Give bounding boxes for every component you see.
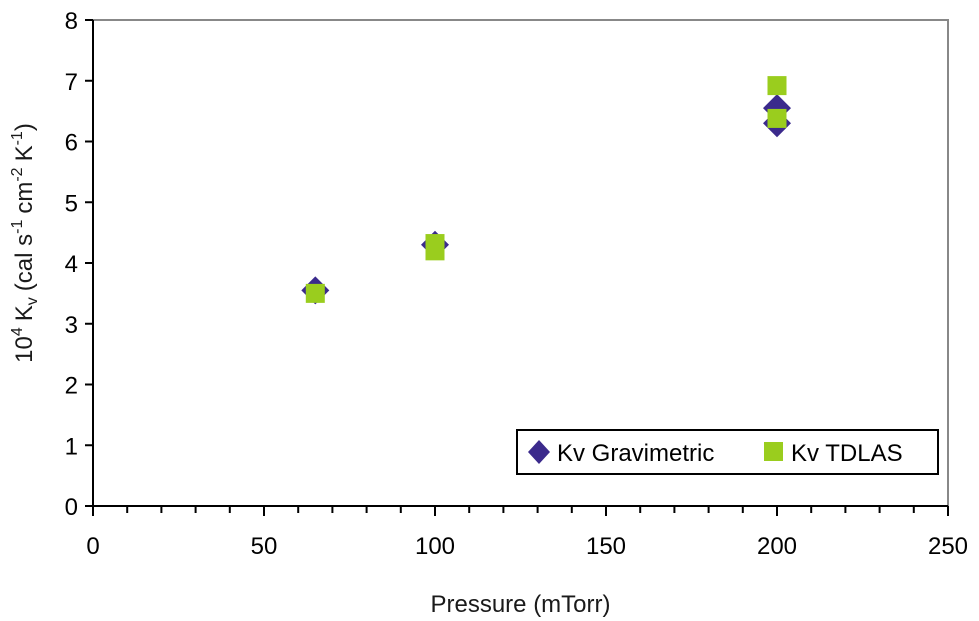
y-tick-label: 3 <box>65 312 78 339</box>
y-title-prefix: 10 <box>11 336 38 363</box>
y-title-units-mid: cm <box>11 182 38 214</box>
y-tick-label: 6 <box>65 130 78 157</box>
x-tick-label: 50 <box>251 533 278 560</box>
legend-box <box>516 429 939 475</box>
x-tick-label: 100 <box>415 533 455 560</box>
legend-marker-tdlas <box>764 442 783 461</box>
data-points <box>301 76 791 305</box>
y-title-prefix-sup: 4 <box>9 327 26 336</box>
y-title-units-k: K <box>11 145 38 161</box>
data-point-tdlas <box>767 76 787 96</box>
y-tick-label: 4 <box>65 251 78 278</box>
x-tick-label: 150 <box>586 533 626 560</box>
y-title-units-close: ) <box>11 123 38 131</box>
y-tick-label: 1 <box>65 433 78 460</box>
legend: Kv Gravimetric Kv TDLAS <box>516 429 939 475</box>
data-point-tdlas <box>425 241 445 261</box>
x-tick-label: 200 <box>757 533 797 560</box>
y-tick-label: 2 <box>65 373 78 400</box>
y-title-symbol-sub: v <box>24 297 41 305</box>
x-tick-label: 250 <box>928 533 968 560</box>
x-axis-ticks: 0 50 100 150 200 250 <box>86 506 968 560</box>
y-title-symbol: K <box>11 305 38 321</box>
x-tick-label: 0 <box>86 533 99 560</box>
y-tick-label: 7 <box>65 69 78 96</box>
legend-label-gravimetric: Kv Gravimetric <box>557 440 714 467</box>
y-title-units-sup1: -1 <box>9 220 26 234</box>
y-title-units-sup2: -2 <box>9 167 26 181</box>
y-axis-title: 104Kv(cal s-1cm-2K-1) <box>9 123 41 363</box>
y-tick-label: 0 <box>65 494 78 521</box>
y-title-units-sup3: -1 <box>9 131 26 145</box>
legend-marker-gravimetric <box>528 440 550 464</box>
y-tick-label: 8 <box>65 8 78 35</box>
legend-label-tdlas: Kv TDLAS <box>791 440 903 467</box>
data-point-tdlas <box>305 283 325 303</box>
x-axis-title: Pressure (mTorr) <box>430 591 610 618</box>
y-title-units-open: (cal s <box>11 234 38 291</box>
y-axis-ticks: 0 1 2 3 4 5 6 7 8 <box>65 8 93 521</box>
data-point-tdlas <box>767 108 787 128</box>
y-tick-label: 5 <box>65 190 78 217</box>
